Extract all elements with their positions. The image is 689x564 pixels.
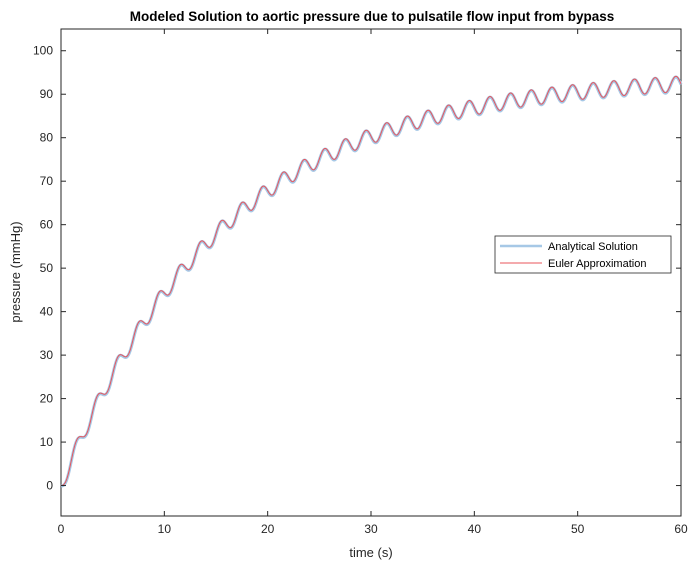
y-tick-label: 20 bbox=[40, 392, 54, 406]
y-tick-label: 50 bbox=[40, 261, 54, 275]
y-tick-label: 70 bbox=[40, 174, 54, 188]
y-tick-label: 0 bbox=[46, 479, 53, 493]
legend-label-euler: Euler Approximation bbox=[548, 258, 646, 270]
x-axis-label: time (s) bbox=[349, 545, 392, 560]
y-tick-label: 40 bbox=[40, 305, 54, 319]
y-tick-label: 100 bbox=[33, 44, 53, 58]
y-tick-label: 60 bbox=[40, 218, 54, 232]
x-tick-label: 10 bbox=[158, 522, 172, 536]
y-axis-label: pressure (mmHg) bbox=[8, 221, 23, 322]
y-tick-label: 10 bbox=[40, 435, 54, 449]
chart-title: Modeled Solution to aortic pressure due … bbox=[130, 9, 615, 24]
legend-label-analytical: Analytical Solution bbox=[548, 241, 638, 253]
x-tick-label: 50 bbox=[571, 522, 585, 536]
x-tick-label: 0 bbox=[58, 522, 65, 536]
x-tick-label: 40 bbox=[468, 522, 482, 536]
y-tick-label: 90 bbox=[40, 87, 54, 101]
x-tick-label: 60 bbox=[674, 522, 688, 536]
y-tick-label: 80 bbox=[40, 131, 54, 145]
y-tick-label: 30 bbox=[40, 348, 54, 362]
x-tick-label: 30 bbox=[364, 522, 378, 536]
legend: Analytical Solution Euler Approximation bbox=[495, 236, 671, 273]
x-tick-label: 20 bbox=[261, 522, 275, 536]
